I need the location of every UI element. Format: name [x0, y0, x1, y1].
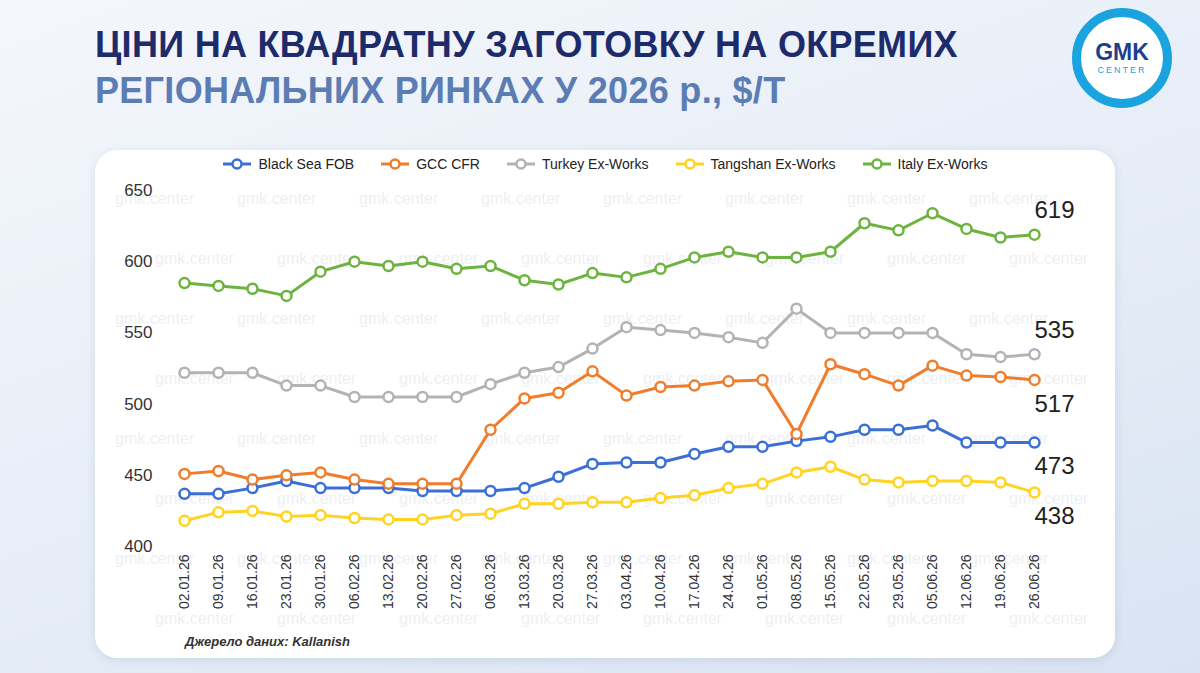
svg-text:13.03.26: 13.03.26	[516, 554, 532, 609]
svg-text:08.05.26: 08.05.26	[788, 554, 804, 609]
svg-text:24.04.26: 24.04.26	[720, 554, 736, 609]
svg-text:10.04.26: 10.04.26	[652, 554, 668, 609]
svg-text:619: 619	[1034, 196, 1074, 223]
svg-text:02.01.26: 02.01.26	[176, 554, 192, 609]
svg-text:09.01.26: 09.01.26	[210, 554, 226, 609]
svg-text:05.06.26: 05.06.26	[924, 554, 940, 609]
svg-text:20.03.26: 20.03.26	[550, 554, 566, 609]
svg-text:450: 450	[124, 466, 152, 485]
svg-text:30.01.26: 30.01.26	[312, 554, 328, 609]
svg-text:03.04.26: 03.04.26	[618, 554, 634, 609]
svg-text:400: 400	[124, 537, 152, 556]
svg-text:12.06.26: 12.06.26	[958, 554, 974, 609]
svg-text:23.01.26: 23.01.26	[278, 554, 294, 609]
svg-text:500: 500	[124, 395, 152, 414]
svg-text:535: 535	[1034, 316, 1074, 343]
svg-text:29.05.26: 29.05.26	[890, 554, 906, 609]
svg-text:16.01.26: 16.01.26	[244, 554, 260, 609]
svg-text:550: 550	[124, 323, 152, 342]
svg-text:473: 473	[1034, 452, 1074, 479]
svg-text:27.02.26: 27.02.26	[448, 554, 464, 609]
svg-text:17.04.26: 17.04.26	[686, 554, 702, 609]
svg-text:650: 650	[124, 181, 152, 200]
svg-text:27.03.26: 27.03.26	[584, 554, 600, 609]
svg-text:600: 600	[124, 252, 152, 271]
svg-text:15.05.26: 15.05.26	[822, 554, 838, 609]
svg-text:06.02.26: 06.02.26	[346, 554, 362, 609]
svg-text:19.06.26: 19.06.26	[992, 554, 1008, 609]
svg-text:13.02.26: 13.02.26	[380, 554, 396, 609]
svg-text:22.05.26: 22.05.26	[856, 554, 872, 609]
svg-text:438: 438	[1034, 502, 1074, 529]
svg-text:20.02.26: 20.02.26	[414, 554, 430, 609]
svg-text:06.03.26: 06.03.26	[482, 554, 498, 609]
svg-text:26.06.26: 26.06.26	[1026, 554, 1042, 609]
svg-text:01.05.26: 01.05.26	[754, 554, 770, 609]
svg-text:517: 517	[1034, 390, 1074, 417]
